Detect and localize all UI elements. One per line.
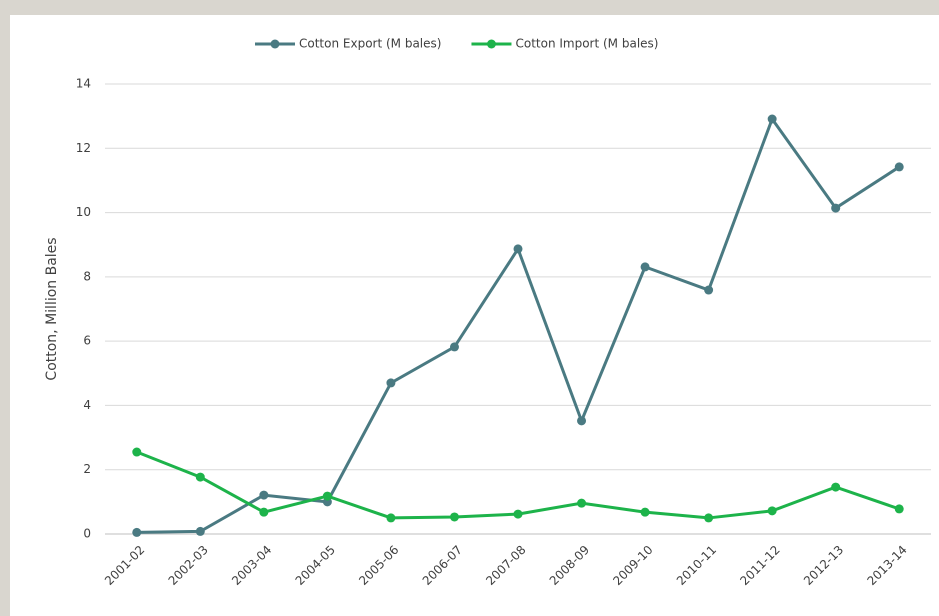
data-point	[195, 472, 205, 482]
data-point	[767, 506, 777, 516]
data-point	[386, 378, 396, 388]
data-point	[322, 491, 332, 501]
y-tick-label: 14	[76, 77, 91, 91]
data-point	[831, 203, 841, 213]
legend-marker	[486, 39, 496, 49]
data-point	[894, 504, 904, 514]
data-point	[386, 513, 396, 523]
data-point	[640, 262, 650, 272]
data-point	[259, 490, 269, 500]
legend-label: Cotton Export (M bales)	[299, 37, 441, 51]
y-axis-label: Cotton, Million Bales	[44, 237, 60, 380]
y-tick-label: 4	[83, 398, 91, 412]
data-point	[259, 507, 269, 517]
data-point	[831, 482, 841, 492]
data-point	[195, 526, 205, 536]
data-point	[449, 512, 459, 522]
data-point	[704, 285, 714, 295]
y-tick-label: 0	[83, 527, 91, 541]
data-point	[894, 162, 904, 172]
data-point	[132, 527, 142, 537]
y-tick-label: 12	[76, 141, 91, 155]
data-point	[704, 513, 714, 523]
data-point	[640, 507, 650, 517]
y-tick-label: 2	[83, 462, 91, 476]
y-tick-label: 8	[83, 269, 91, 283]
y-tick-label: 10	[76, 205, 91, 219]
data-point	[513, 509, 523, 519]
legend-label: Cotton Import (M bales)	[515, 37, 658, 51]
data-point	[577, 416, 587, 426]
data-point	[132, 447, 142, 457]
data-point	[513, 244, 523, 254]
y-tick-label: 6	[83, 334, 91, 348]
data-point	[449, 342, 459, 352]
legend-marker	[270, 39, 280, 49]
data-point	[577, 498, 587, 508]
data-point	[767, 114, 777, 124]
